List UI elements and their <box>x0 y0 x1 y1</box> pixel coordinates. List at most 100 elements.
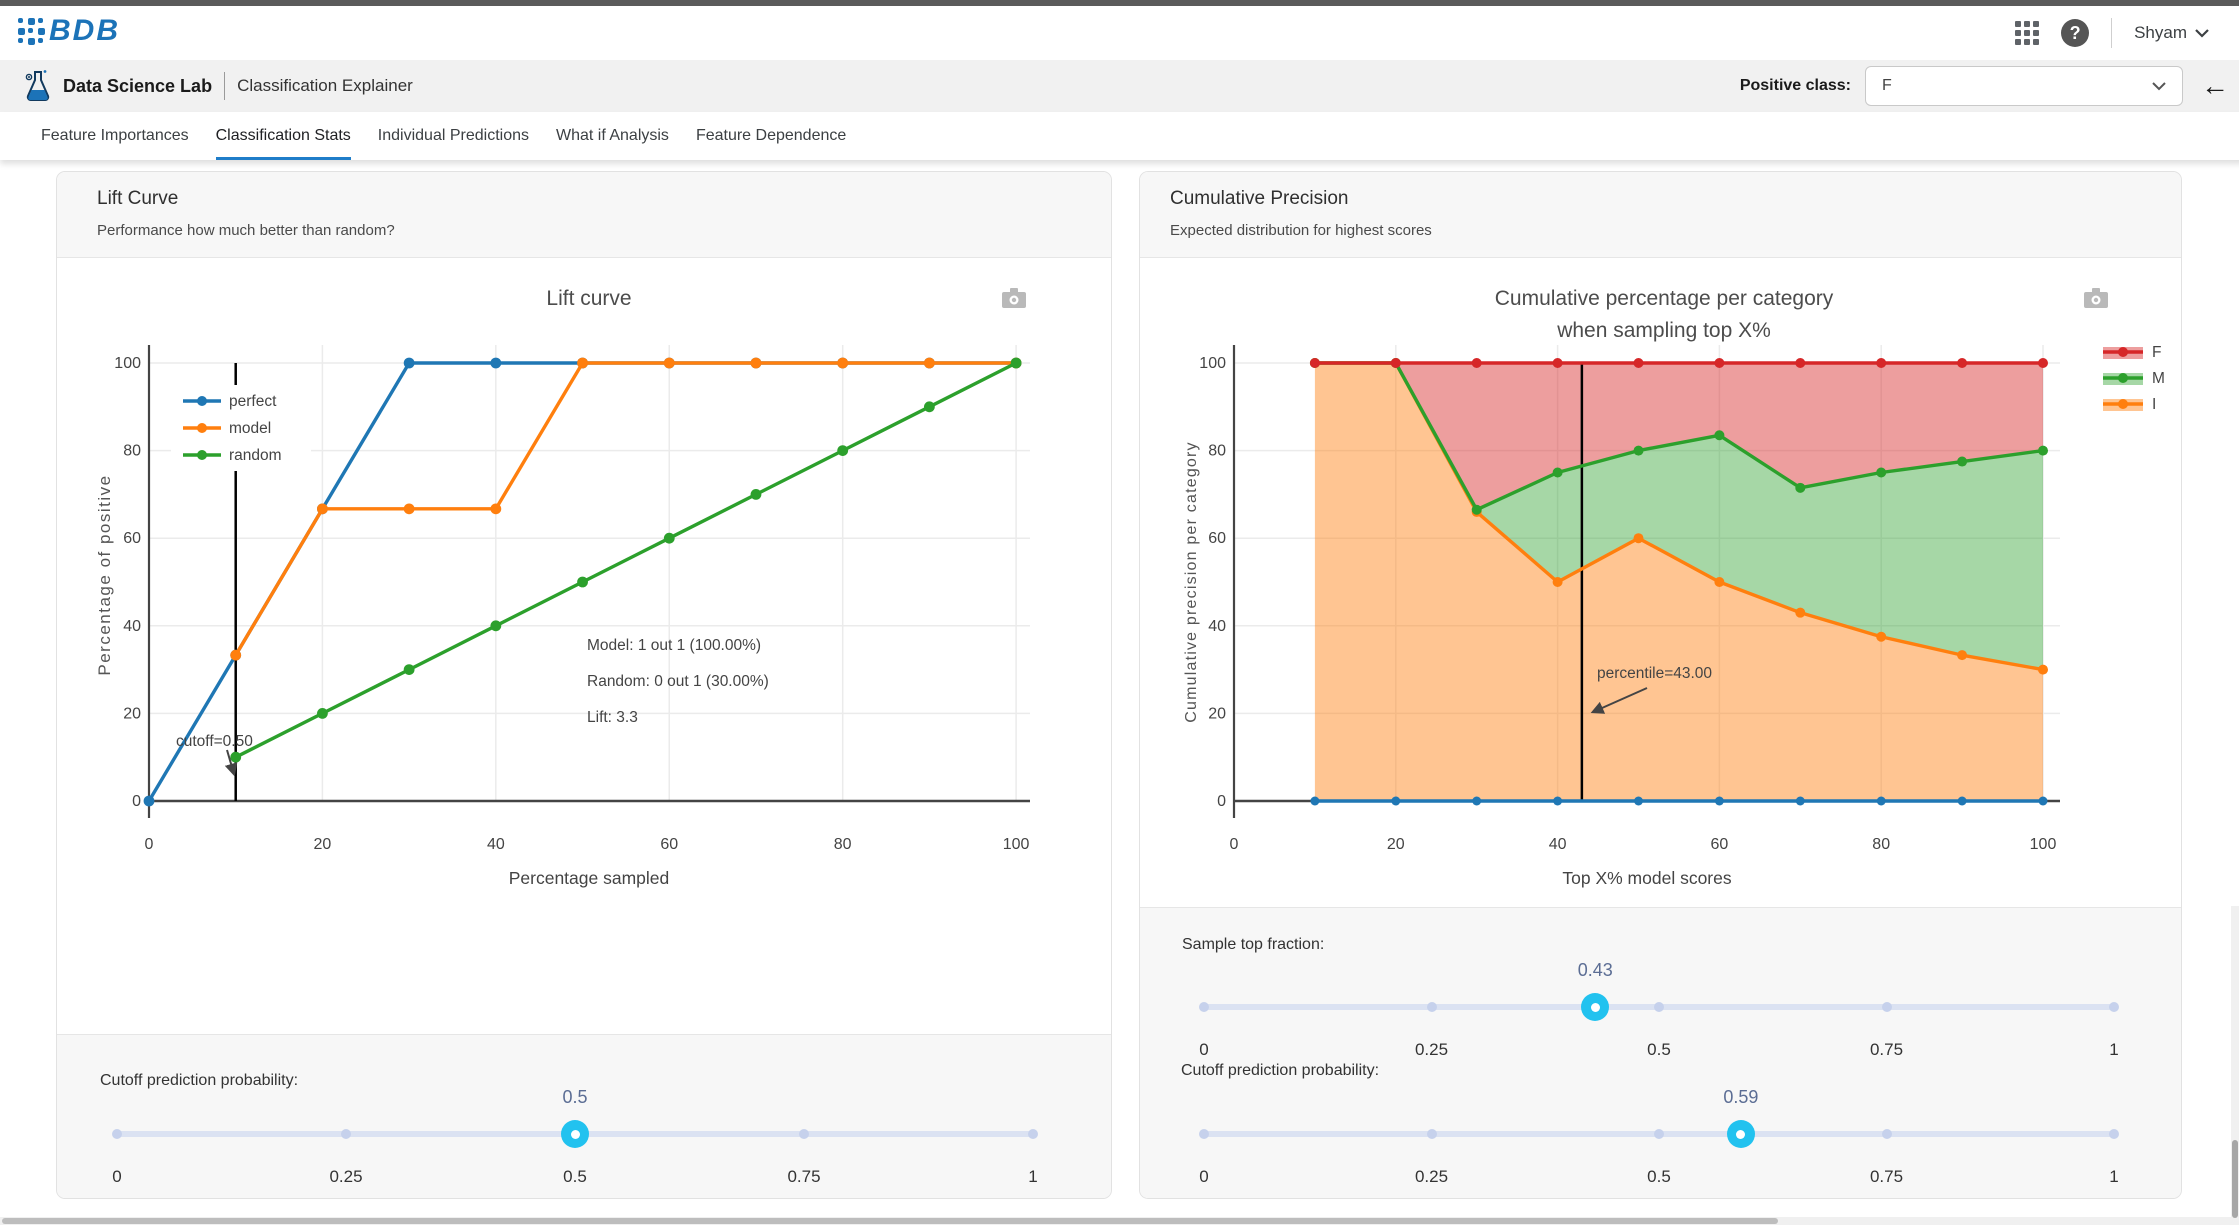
slider-mark-label: 0 <box>1199 1040 1209 1059</box>
lift-legend[interactable]: perfect model random <box>171 385 311 471</box>
slider-value: 0.5 <box>562 1087 588 1107</box>
lift-title: Lift curve <box>546 287 631 310</box>
svg-text:0: 0 <box>132 793 141 810</box>
svg-text:80: 80 <box>834 836 852 853</box>
tab-what-if-analysis[interactable]: What if Analysis <box>556 126 669 144</box>
horizontal-scrollbar[interactable] <box>0 1217 2239 1225</box>
cumprec-xlabel: Top X% model scores <box>1562 868 1731 888</box>
cumulative-precision-chart[interactable]: 0 20 40 60 80 100 0 20 40 60 80 100 percentile=43.00… <box>1139 257 2180 906</box>
lift-series-model <box>230 357 1022 661</box>
apps-grid-icon[interactable] <box>2015 21 2040 45</box>
user-name: Shyam <box>2134 23 2187 42</box>
slider-mark-dot[interactable] <box>1881 1002 1892 1012</box>
slider-mark-label: 0.5 <box>563 1167 587 1186</box>
slider-mark-label: 1 <box>2109 1167 2119 1186</box>
svg-text:Lift: 3.3: Lift: 3.3 <box>587 709 638 726</box>
cutoff-probability-slider[interactable]: 0 0.25 0.5 0.75 1 0.5 <box>112 1087 1038 1187</box>
lift-annotations: Model: 1 out 1 (100.00%) Random: 0 out 1 … <box>176 637 769 777</box>
slider-mark-dot[interactable] <box>1654 1129 1664 1139</box>
back-arrow-icon[interactable]: ← <box>2201 70 2229 101</box>
subheader: Data Science Lab Classification Explaine… <box>0 60 2239 113</box>
top-accent-strip <box>0 0 2239 6</box>
svg-text:cutoff=0.50: cutoff=0.50 <box>176 733 253 750</box>
svg-text:random: random <box>229 447 282 464</box>
lift-chart[interactable]: 0 20 40 60 80 100 0 20 40 60 80 100 perfect model rand… <box>56 257 1110 1033</box>
slider-mark-dot[interactable] <box>1199 1002 1209 1012</box>
cumprec-annotations: percentile=43.00 <box>1590 665 1712 714</box>
topbar: BDB ? Shyam <box>0 6 2239 60</box>
topbar-divider <box>2111 18 2113 48</box>
cumprec-series-baseline <box>1310 796 2048 806</box>
slider-mark-dot[interactable] <box>2109 1129 2119 1139</box>
slider-mark-dot[interactable] <box>1199 1129 1209 1139</box>
cumprec-title: Cumulative percentage per category <box>1495 287 1834 310</box>
slider-mark-dot[interactable] <box>1028 1129 1038 1139</box>
slider-mark-dot[interactable] <box>1426 1002 1437 1012</box>
vertical-scrollbar[interactable] <box>2231 906 2239 1225</box>
slider-mark-dot[interactable] <box>1881 1129 1892 1139</box>
slider-handle[interactable] <box>561 1120 589 1148</box>
svg-text:40: 40 <box>487 836 505 853</box>
slider-mark-dot[interactable] <box>341 1129 351 1139</box>
lift-card-header: Lift Curve Performance how much better t… <box>57 172 1111 258</box>
select-chevron-icon <box>2152 81 2166 90</box>
lift-card-title: Lift Curve <box>97 188 179 209</box>
logo-text: BDB <box>49 14 120 47</box>
svg-text:Random: 0 out 1 (30.00%): Random: 0 out 1 (30.00%) <box>587 673 769 690</box>
svg-text:0: 0 <box>1230 836 1239 853</box>
lift-xlabel: Percentage sampled <box>509 868 670 888</box>
app-title: Data Science Lab <box>63 75 213 96</box>
download-plot-camera-icon[interactable] <box>1002 288 1026 308</box>
tab-feature-dependence[interactable]: Feature Dependence <box>695 126 847 144</box>
sample-top-fraction-label: Sample top fraction: <box>1182 936 1325 953</box>
lift-axes: 0 20 40 60 80 100 0 20 40 60 80 100 <box>114 345 1030 853</box>
cumprec-legend[interactable]: FMI <box>2103 344 2165 413</box>
horizontal-scrollbar-thumb[interactable] <box>2 1218 1778 1224</box>
slider-mark-label: 1 <box>1028 1167 1038 1186</box>
slider-mark-dot[interactable] <box>1654 1002 1664 1012</box>
slider-mark-dot[interactable] <box>1426 1129 1437 1139</box>
positive-class-label: Positive class: <box>1739 77 1851 94</box>
svg-text:0: 0 <box>1217 793 1226 810</box>
lift-gridlines <box>149 345 1030 801</box>
svg-text:80: 80 <box>1208 443 1226 460</box>
slider-mark-dot[interactable] <box>799 1129 809 1139</box>
slider-mark-label: 0.25 <box>1414 1167 1449 1186</box>
svg-text:40: 40 <box>1208 618 1226 635</box>
vertical-scrollbar-thumb[interactable] <box>2232 1140 2238 1218</box>
slider-mark-label: 0 <box>112 1167 122 1186</box>
cutoff-probability-slider-right[interactable]: 0 0.25 0.5 0.75 1 0.59 <box>1199 1087 2119 1187</box>
lift-card-subtitle: Performance how much better than random? <box>97 222 395 239</box>
cumprec-area-fills <box>1314 363 2043 801</box>
cumprec-title-line2: when sampling top X% <box>1556 319 1771 342</box>
tab-classification-stats[interactable]: Classification Stats <box>215 112 351 160</box>
cumprec-card-subtitle: Expected distribution for highest scores <box>1170 222 1432 239</box>
lift-ylabel: Percentage of positive <box>95 474 114 675</box>
cutoff-slider-label: Cutoff prediction probability: <box>100 1072 299 1089</box>
svg-text:M: M <box>2152 370 2165 387</box>
svg-text:model: model <box>229 420 271 437</box>
help-icon[interactable]: ? <box>2061 19 2090 47</box>
download-plot-camera-icon[interactable] <box>2084 288 2108 308</box>
svg-text:20: 20 <box>314 836 332 853</box>
logo-pixels-icon <box>18 17 45 45</box>
cumprec-card-footer: Sample top fraction: <box>1140 907 2181 1198</box>
lift-card-footer: Cutoff prediction probability: <box>57 1034 1111 1198</box>
sample-top-fraction-slider[interactable]: 0 0.25 0.5 0.75 1 0.43 <box>1199 960 2119 1060</box>
tab-individual-predictions[interactable]: Individual Predictions <box>377 126 529 144</box>
slider-mark-dot[interactable] <box>112 1129 122 1139</box>
svg-text:20: 20 <box>1387 836 1405 853</box>
slider-handle[interactable] <box>1726 1120 1755 1148</box>
tab-feature-importances[interactable]: Feature Importances <box>41 126 189 144</box>
slider-value: 0.43 <box>1577 960 1613 980</box>
svg-text:Model: 1 out 1 (100.00%): Model: 1 out 1 (100.00%) <box>587 637 761 654</box>
bdb-logo[interactable]: BDB <box>18 14 120 48</box>
positive-class-select[interactable]: F <box>1865 66 2183 106</box>
svg-text:I: I <box>2152 396 2156 413</box>
svg-text:60: 60 <box>123 530 141 547</box>
svg-text:60: 60 <box>1208 530 1226 547</box>
slider-mark-dot[interactable] <box>2109 1002 2119 1012</box>
svg-text:100: 100 <box>114 355 141 372</box>
user-menu[interactable]: Shyam <box>2134 23 2209 43</box>
slider-handle[interactable] <box>1581 993 1610 1021</box>
